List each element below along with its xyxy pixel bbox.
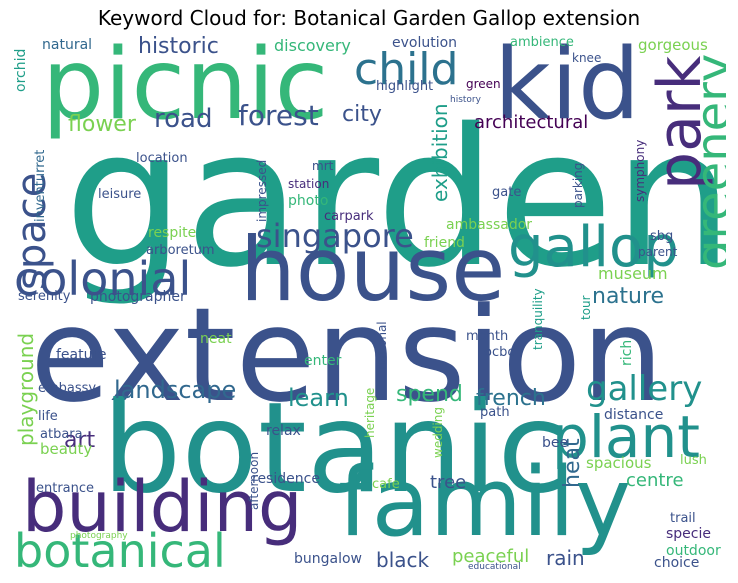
word-nature: nature (592, 284, 665, 309)
word-tree: tree (430, 472, 467, 493)
chart-title: Keyword Cloud for: Botanical Garden Gall… (97, 6, 641, 30)
word-extension: extension (30, 279, 664, 431)
word-feature: feature (56, 347, 107, 363)
word-photo: photo (288, 193, 329, 209)
word-picnic: picnic (42, 32, 329, 142)
word-exhibition: exhibition (428, 103, 452, 202)
word-spacious: spacious (586, 454, 652, 472)
word-ocbc: ocbc (484, 345, 515, 360)
word-singapore: singapore (256, 217, 414, 255)
word-entrance: entrance (36, 481, 95, 496)
word-wedding: wedding (431, 407, 445, 458)
word-history: history (450, 95, 481, 105)
word-highlight: highlight (376, 79, 434, 94)
word-black: black (376, 548, 430, 572)
word-station: station (288, 177, 330, 191)
word-cafe: cafe (372, 477, 400, 492)
word-neat: neat (200, 331, 232, 347)
word-gate: gate (492, 185, 522, 200)
word-child: child (354, 44, 459, 95)
word-embassy: embassy (38, 381, 97, 396)
word-colonial: colonial (14, 252, 192, 306)
word-relax: relax (266, 423, 301, 439)
word-carpark: carpark (324, 209, 374, 224)
word-green: green (466, 77, 501, 91)
word-natural: natural (42, 37, 93, 53)
word-french: french (476, 386, 546, 411)
word-heritage: heritage (363, 387, 377, 438)
word-serenity: serenity (18, 289, 71, 304)
word-spend: spend (396, 382, 463, 407)
word-landscape: landscape (114, 376, 237, 404)
word-atbara: atbara (40, 427, 83, 442)
word-forest: forest (238, 99, 319, 132)
word-learn: learn (288, 384, 349, 412)
word-plant: plant (552, 403, 700, 471)
word-house: house (240, 218, 506, 321)
word-respite: respite (148, 225, 197, 241)
word-impressed: impressed (255, 159, 269, 222)
word-specie: specie (666, 526, 711, 542)
word-historic: historic (138, 34, 219, 59)
word-photographer: photographer (90, 289, 186, 305)
word-friend: friend (424, 235, 465, 251)
word-garden: garden (64, 88, 726, 309)
word-cloud: garden extension botanic picnic house kid fami… (12, 32, 726, 578)
word-symphony: symphony (633, 139, 647, 202)
word-location: location (136, 151, 188, 166)
word-mrt: mrt (312, 159, 334, 173)
word-photography: photography (70, 531, 128, 541)
word-bungalow: bungalow (294, 551, 363, 567)
word-road: road (154, 104, 213, 134)
word-life: life (38, 409, 58, 424)
word-greenery: greenery (686, 53, 726, 270)
word-ambassador: ambassador (446, 217, 533, 233)
word-educational: educational (468, 562, 521, 572)
word-outdoor: outdoor (666, 543, 721, 559)
word-botanical: botanical (14, 524, 226, 578)
word-peaceful: peaceful (452, 546, 530, 567)
word-arboretum: arboretum (146, 243, 215, 258)
word-playground: playground (14, 332, 38, 446)
word-path: path (480, 405, 510, 420)
word-architectural: architectural (474, 112, 589, 133)
word-botanic: botanic (102, 376, 567, 521)
word-ambience: ambience (510, 35, 574, 50)
word-bee: bee (542, 435, 569, 451)
word-centre: centre (626, 470, 684, 491)
word-residence: residence (252, 471, 320, 487)
word-discovery: discovery (274, 36, 351, 55)
word-tranquility: tranquility (531, 288, 545, 350)
word-parking: parking (571, 162, 585, 208)
word-evolution: evolution (392, 35, 458, 51)
word-parent: parent (638, 245, 678, 259)
word-art: art (64, 428, 96, 453)
word-rich: rich (619, 339, 635, 366)
word-gallop: gallop (508, 215, 679, 280)
word-orchid: orchid (13, 48, 29, 92)
word-kid: kid (494, 32, 641, 142)
word-building: building (22, 466, 303, 548)
word-distance: distance (604, 407, 664, 423)
word-trail: trail (670, 511, 696, 526)
word-sbg: sbg (650, 229, 674, 244)
word-knee: knee (572, 51, 602, 65)
word-beauty: beauty (40, 440, 93, 458)
word-month: month (466, 329, 509, 344)
word-lush: lush (680, 453, 707, 468)
word-city: city (342, 102, 382, 127)
word-gorgeous: gorgeous (638, 36, 708, 54)
word-gallery: gallery (586, 369, 703, 409)
word-family: family (338, 448, 632, 558)
word-choice: choice (654, 555, 700, 571)
word-tour: tour (579, 295, 593, 320)
word-flower: flower (68, 112, 136, 137)
word-leisure: leisure (98, 187, 142, 202)
word-rain: rain (546, 546, 585, 570)
word-national: national (375, 321, 389, 370)
word-enter: enter (304, 353, 342, 369)
word-inventurret: inventurret (33, 149, 48, 222)
word-museum: museum (598, 264, 668, 283)
